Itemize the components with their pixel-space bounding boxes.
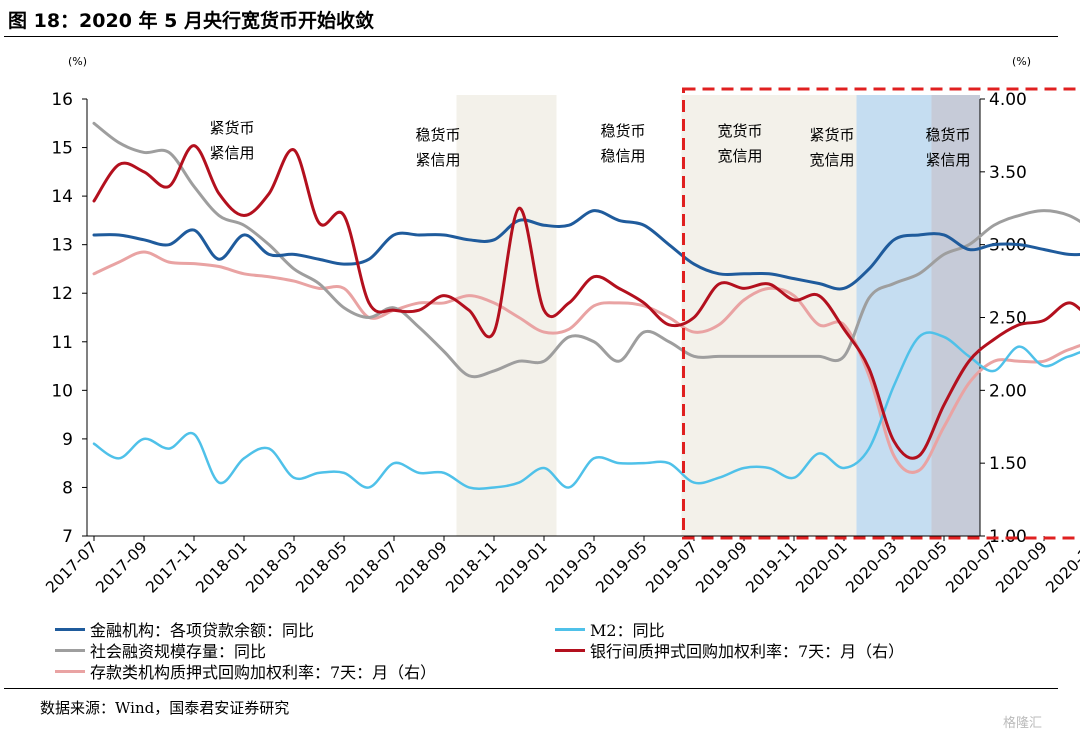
legend-swatch-deposit — [55, 669, 85, 673]
left-tick-label-7: 7 — [62, 527, 73, 547]
x-tick-label-2020-03: 2020-03 — [842, 538, 901, 597]
legend-label-m2: M2：同比 — [590, 621, 665, 640]
legend-label-interbank: 银行间质押式回购加权利率：7天：月（右） — [590, 642, 905, 661]
legend-label-tsf: 社会融资规模存量：同比 — [90, 642, 267, 661]
watermark-logo: 格隆汇 — [1003, 716, 1043, 731]
x-tick-label-2018-07: 2018-07 — [342, 538, 401, 597]
x-tick-label-2018-01: 2018-01 — [192, 538, 251, 597]
x-tick-label-2019-09: 2019-09 — [692, 538, 751, 597]
phase-label-0-line2: 紧信用 — [209, 144, 254, 162]
x-tick-label-2019-11: 2019-11 — [742, 538, 801, 597]
legend-swatch-m2 — [555, 627, 585, 631]
phase-label-4-line1: 紧货币 — [809, 126, 854, 144]
left-tick-label-16: 16 — [51, 90, 73, 110]
x-tick-label-2020-07: 2020-07 — [942, 538, 1001, 597]
phase-bg-1 — [456, 95, 557, 536]
phase-label-1-line2: 紧信用 — [415, 151, 460, 169]
x-tick-label-2018-05: 2018-05 — [292, 538, 351, 597]
phase-label-3-line1: 宽货币 — [717, 122, 762, 140]
x-tick-label-2018-09: 2018-09 — [392, 538, 451, 597]
legend-item-m2: M2：同比 — [555, 617, 665, 641]
phase-backgrounds — [456, 95, 980, 536]
left-tick-label-10: 10 — [51, 381, 73, 401]
left-tick-label-14: 14 — [51, 187, 73, 207]
legend-item-deposit: 存款类机构质押式回购加权利率：7天：月（右） — [55, 659, 436, 683]
right-tick-label-2.00: 2.00 — [989, 381, 1027, 401]
left-tick-label-8: 8 — [62, 478, 73, 498]
highlight-dashed-box — [682, 87, 1080, 540]
figure-title: 图 18：2020 年 5 月央行宽货币开始收敛 — [8, 10, 375, 32]
highlight-box-layer — [682, 87, 1080, 540]
series-lines — [92, 121, 1080, 490]
legend-swatch-interbank — [555, 648, 585, 652]
x-tick-label-2019-07: 2019-07 — [642, 538, 701, 597]
series-line-m2 — [92, 331, 1080, 490]
legend-swatch-tsf — [55, 648, 85, 652]
series-line-interbank — [92, 144, 1080, 460]
series-line-tsf — [92, 121, 1080, 379]
chart-canvas: 789101112131415161.001.502.002.503.003.5… — [42, 55, 1080, 597]
right-tick-label-3.00: 3.00 — [989, 236, 1027, 256]
right-tick-label-2.50: 2.50 — [989, 309, 1027, 329]
x-tick-label-2019-05: 2019-05 — [592, 538, 651, 597]
legend-item-interbank: 银行间质押式回购加权利率：7天：月（右） — [555, 638, 904, 662]
left-tick-label-9: 9 — [62, 430, 73, 450]
x-tick-label-2020-11: 2020-11 — [1042, 538, 1080, 597]
phase-label-4-line2: 宽信用 — [809, 151, 854, 169]
x-tick-label-2020-01: 2020-01 — [792, 538, 851, 597]
phase-label-3-line2: 宽信用 — [717, 147, 762, 165]
legend-item-tsf: 社会融资规模存量：同比 — [55, 638, 266, 662]
legend-swatch-loan — [55, 627, 85, 631]
x-tick-label-2019-01: 2019-01 — [492, 538, 551, 597]
left-tick-label-15: 15 — [51, 139, 73, 159]
x-tick-label-2017-11: 2017-11 — [142, 538, 201, 597]
right-tick-label-4.00: 4.00 — [989, 90, 1027, 110]
phase-label-5-line2: 紧信用 — [925, 151, 970, 169]
phase-label-5-line1: 稳货币 — [925, 126, 970, 144]
x-tick-label-2020-05: 2020-05 — [892, 538, 951, 597]
series-line-deposit — [92, 250, 1080, 474]
title-rule — [4, 36, 1058, 37]
x-tick-label-2018-11: 2018-11 — [442, 538, 501, 597]
series-line-loan — [92, 209, 1080, 291]
right-tick-label-1.50: 1.50 — [989, 454, 1027, 474]
phase-bg-2 — [681, 95, 882, 536]
source-rule — [4, 688, 1058, 689]
source-note: 数据来源：Wind，国泰君安证券研究 — [40, 699, 290, 717]
legend-item-loan: 金融机构：各项贷款余额：同比 — [55, 617, 314, 641]
phase-label-2-line1: 稳货币 — [600, 122, 645, 140]
left-tick-label-12: 12 — [51, 284, 73, 304]
phase-label-1-line1: 稳货币 — [415, 126, 460, 144]
x-tick-label-2017-09: 2017-09 — [92, 538, 151, 597]
phase-bg-4 — [931, 95, 980, 536]
x-tick-label-2018-03: 2018-03 — [242, 538, 301, 597]
left-tick-label-13: 13 — [51, 236, 73, 256]
right-tick-label-3.50: 3.50 — [989, 163, 1027, 183]
right-axis-unit: (%) — [1012, 55, 1031, 68]
phase-label-0-line1: 紧货币 — [209, 119, 254, 137]
phase-label-2-line2: 稳信用 — [600, 147, 645, 165]
left-tick-label-11: 11 — [51, 333, 73, 353]
x-tick-label-2019-03: 2019-03 — [542, 538, 601, 597]
legend-label-deposit: 存款类机构质押式回购加权利率：7天：月（右） — [90, 663, 437, 682]
legend: 金融机构：各项贷款余额：同比 M2：同比 社会融资规模存量：同比 银行间质押式回… — [55, 617, 1055, 683]
left-axis-unit: (%) — [68, 55, 87, 68]
legend-label-loan: 金融机构：各项贷款余额：同比 — [90, 621, 315, 640]
